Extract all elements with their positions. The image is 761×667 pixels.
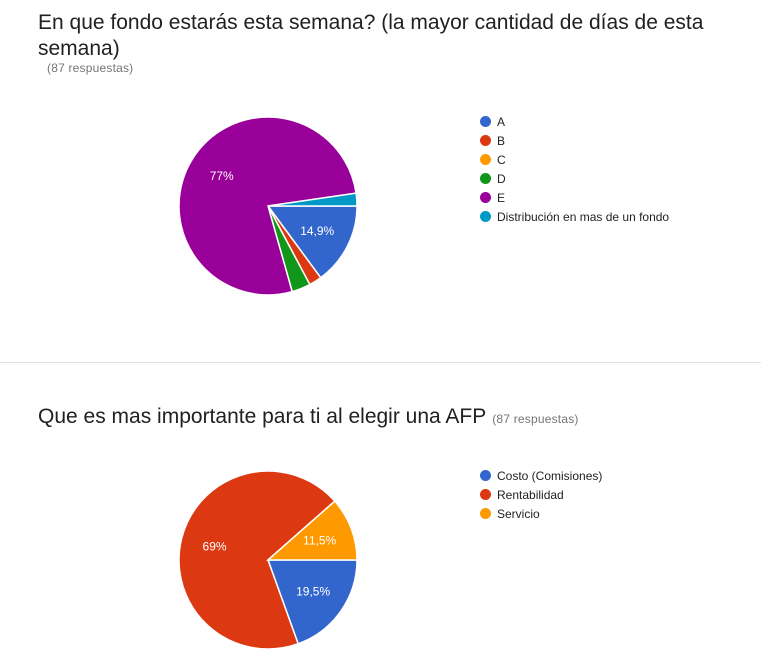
legend-swatch-b — [480, 135, 491, 146]
legend-swatch-costo-comisiones — [480, 470, 491, 481]
legend-label-servicio: Servicio — [497, 506, 540, 521]
data-label-e: 77% — [210, 169, 234, 183]
pie-chart-fund: 14,9% 77% — [178, 116, 358, 296]
data-label-rentabilidad: 69% — [203, 539, 227, 553]
legend-fund: A B C D E Distribución en mas de un fondo — [480, 112, 669, 226]
question-1-response-count: (87 respuestas) — [47, 61, 134, 75]
pie-slice-distribucion-en-mas-de-un-fondo — [267, 192, 358, 207]
question-1-title: En que fondo estarás esta semana? (la ma… — [38, 11, 704, 60]
legend-item-c: C — [480, 150, 669, 169]
legend-item-b: B — [480, 131, 669, 150]
legend-item-rentabilidad: Rentabilidad — [480, 485, 602, 504]
legend-swatch-distribucion-en-mas-de-un-fondo — [480, 211, 491, 222]
legend-swatch-rentabilidad — [480, 489, 491, 500]
legend-label-costo-comisiones: Costo (Comisiones) — [497, 468, 603, 483]
legend-swatch-a — [480, 116, 491, 127]
data-label-costo-comisiones: 19,5% — [296, 585, 330, 599]
data-label-a: 14,9% — [300, 224, 334, 238]
pie-slice-a — [266, 205, 358, 279]
legend-swatch-d — [480, 173, 491, 184]
pie-slice-e — [178, 116, 357, 296]
legend-swatch-c — [480, 154, 491, 165]
pie-slice-costo-comisiones — [266, 559, 358, 645]
pie-slice-servicio — [266, 500, 358, 561]
legend-swatch-servicio — [480, 508, 491, 519]
legend-label-rentabilidad: Rentabilidad — [497, 487, 564, 502]
legend-swatch-e — [480, 192, 491, 203]
data-label-servicio: 11,5% — [303, 533, 336, 547]
legend-item-e: E — [480, 188, 669, 207]
legend-label-a: A — [497, 114, 506, 129]
legend-label-distribucion-en-mas-de-un-fondo: Distribución en mas de un fondo — [497, 209, 670, 224]
question-2-title: Que es mas importante para ti al elegir … — [38, 405, 487, 428]
legend-item-servicio: Servicio — [480, 504, 602, 523]
question-2-response-count: (87 respuestas) — [492, 412, 579, 426]
legend-label-e: E — [497, 190, 506, 205]
legend-item-costo-comisiones: Costo (Comisiones) — [480, 466, 602, 485]
legend-item-distribucion-en-mas-de-un-fondo: Distribución en mas de un fondo — [480, 207, 669, 226]
section-divider — [0, 362, 761, 363]
legend-item-a: A — [480, 112, 669, 131]
legend-label-b: B — [497, 133, 506, 148]
legend-label-d: D — [497, 171, 506, 186]
legend-item-d: D — [480, 169, 669, 188]
pie-slice-rentabilidad — [178, 470, 336, 650]
legend-label-c: C — [497, 152, 506, 167]
legend-afp-priority: Costo (Comisiones) Rentabilidad Servicio — [480, 466, 602, 523]
question-2-header: Que es mas importante para ti al elegir … — [38, 405, 579, 429]
